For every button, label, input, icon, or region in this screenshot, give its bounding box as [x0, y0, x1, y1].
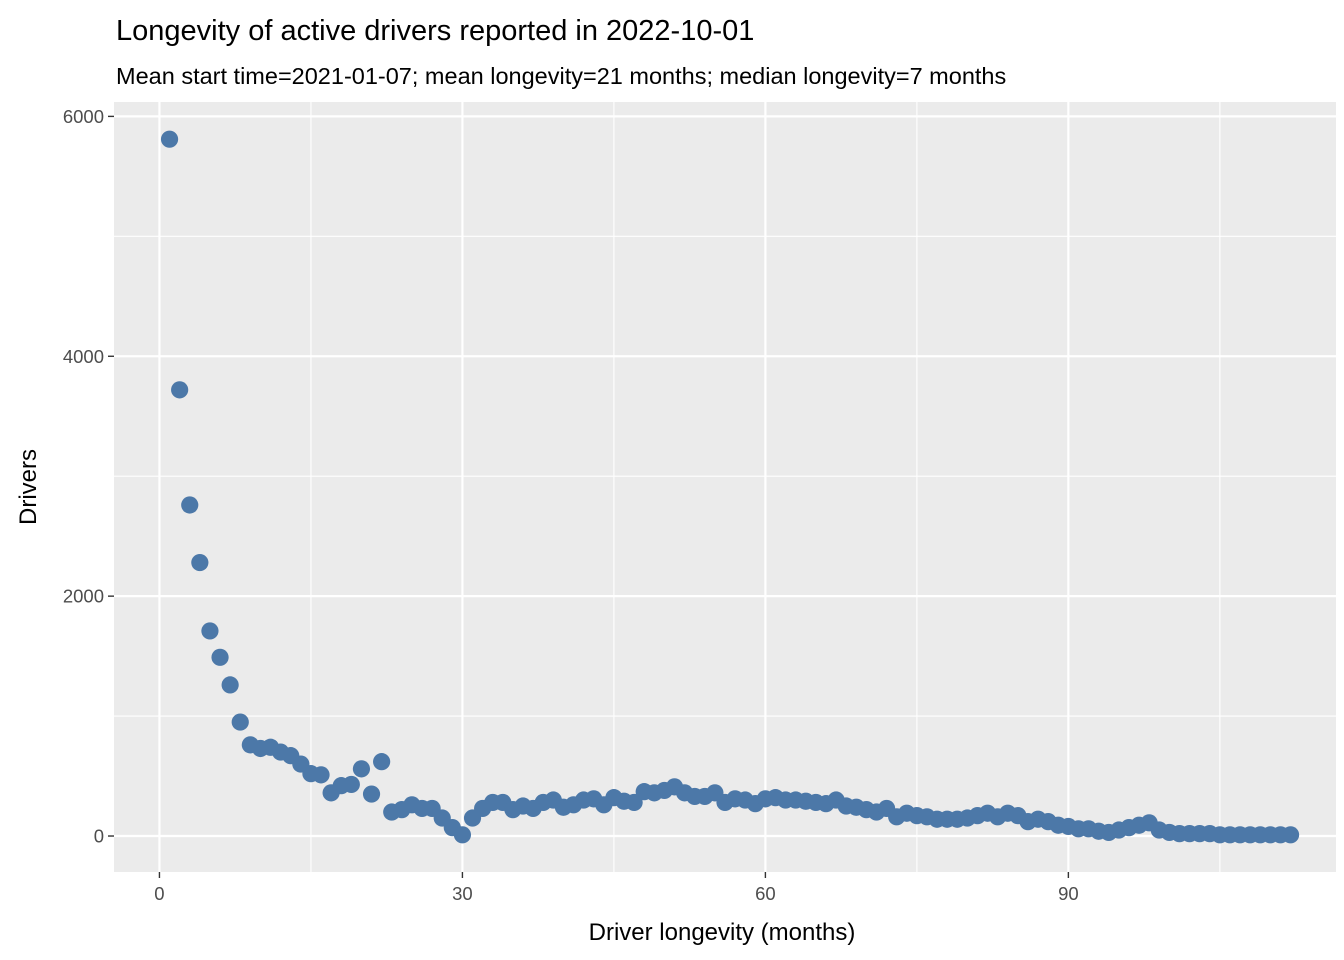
x-tick-label: 0	[154, 883, 164, 904]
data-point	[211, 648, 229, 666]
data-point	[453, 826, 472, 844]
y-axis: 0 2000 4000 6000	[63, 106, 114, 847]
data-point	[373, 753, 391, 771]
data-point	[160, 130, 179, 148]
data-point	[231, 713, 249, 731]
major-gridlines	[114, 102, 1336, 872]
x-tick-label: 60	[755, 883, 776, 904]
y-tick-label: 0	[94, 826, 104, 847]
data-point	[362, 785, 381, 803]
data-points	[160, 130, 1300, 844]
plot-panel	[114, 102, 1336, 872]
data-point	[171, 381, 189, 399]
chart-title: Longevity of active drivers reported in …	[116, 15, 754, 47]
x-axis-title: Driver longevity (months)	[589, 919, 856, 946]
data-point	[312, 766, 330, 784]
data-point	[201, 622, 219, 640]
data-point	[342, 775, 360, 794]
minor-gridlines	[114, 102, 1336, 872]
x-axis: 0 30 60 90	[154, 872, 1079, 904]
data-point	[1281, 826, 1300, 844]
data-point	[181, 496, 199, 514]
y-axis-title: Drivers	[15, 449, 42, 525]
x-tick-label: 30	[452, 883, 473, 904]
data-point	[625, 793, 643, 812]
chart-subtitle: Mean start time=2021-01-07; mean longevi…	[116, 63, 1006, 89]
data-point	[352, 760, 371, 778]
data-point	[221, 676, 239, 694]
x-tick-label: 90	[1058, 883, 1079, 904]
y-tick-label: 6000	[63, 106, 104, 127]
data-point	[191, 553, 209, 572]
y-tick-label: 4000	[63, 346, 104, 367]
y-tick-label: 2000	[63, 586, 104, 607]
